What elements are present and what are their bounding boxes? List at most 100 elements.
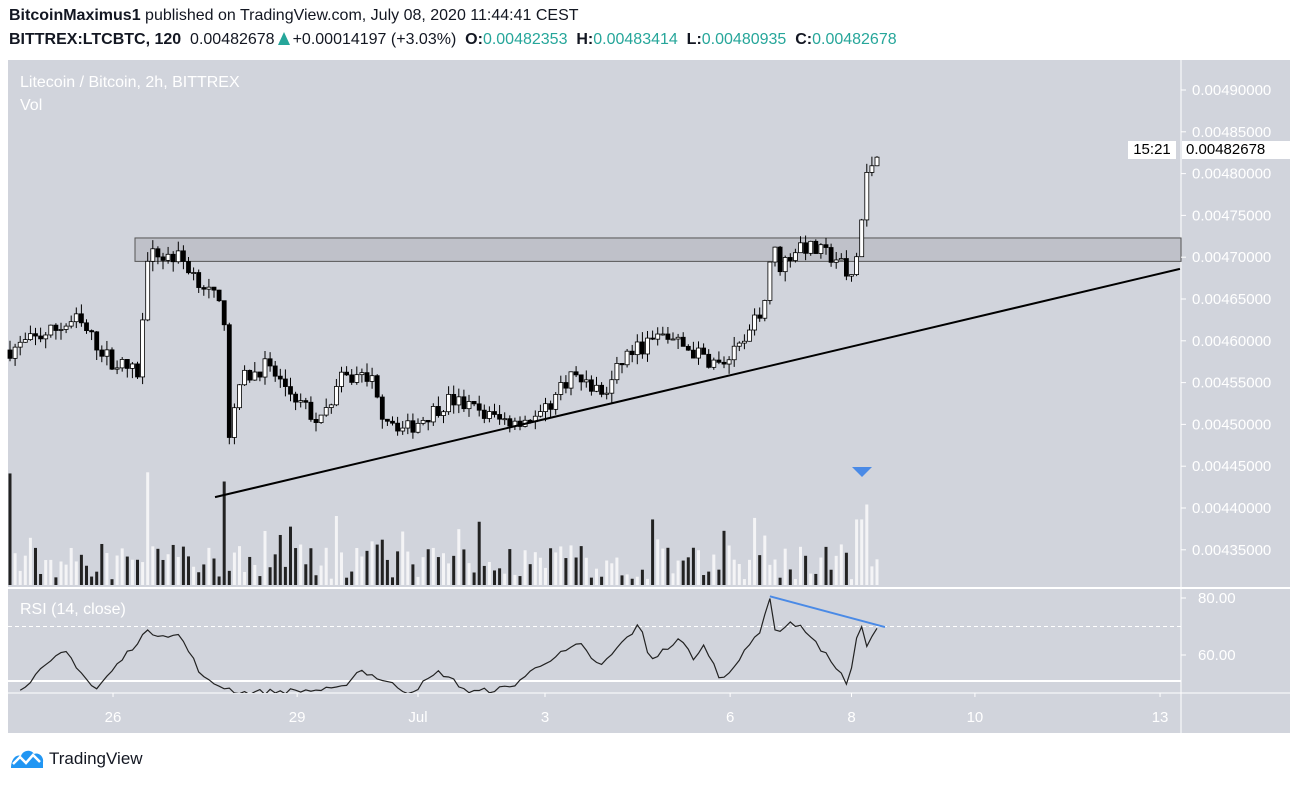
candle-up xyxy=(43,334,49,340)
brand-name: TradingView xyxy=(49,749,143,768)
volume-bar xyxy=(365,550,369,585)
volume-bar xyxy=(717,569,721,585)
candle-up xyxy=(441,411,446,416)
candle-down xyxy=(507,418,513,427)
candle-up xyxy=(726,359,732,365)
candle-down xyxy=(89,330,94,333)
rsi-legend: RSI (14, close) xyxy=(20,601,126,618)
candle-down xyxy=(344,371,350,376)
time-tick-label: 8 xyxy=(847,709,855,726)
candle-down xyxy=(201,287,207,290)
volume-bar xyxy=(141,562,145,585)
volume-bar xyxy=(707,571,711,585)
volume-bar xyxy=(737,564,741,585)
volume-bar xyxy=(360,556,364,585)
volume-bar xyxy=(238,546,241,585)
volume-bar xyxy=(217,576,221,585)
volume-bar xyxy=(79,554,83,585)
candle-down xyxy=(124,359,130,369)
candle-up xyxy=(874,156,880,167)
candle-up xyxy=(328,404,334,408)
candle-up xyxy=(798,242,803,254)
candle-up xyxy=(486,411,492,419)
volume-bar xyxy=(462,549,466,585)
price-tick-label: 0.00440000 xyxy=(1192,500,1271,517)
volume-bar xyxy=(498,568,502,585)
candle-up xyxy=(762,300,768,319)
volume-bar xyxy=(166,554,170,585)
volume-bar xyxy=(192,566,196,585)
volume-bar xyxy=(54,577,58,585)
candle-up xyxy=(27,333,33,340)
volume-bar xyxy=(314,575,318,585)
volume-bar xyxy=(523,550,527,585)
volume-bar xyxy=(839,544,843,585)
price-tick-label: 0.00445000 xyxy=(1192,458,1271,475)
volume-bar xyxy=(508,549,512,585)
time-tick-label: Jul xyxy=(408,709,427,726)
volume-bar xyxy=(283,566,287,585)
c-label: C: xyxy=(795,31,813,48)
candle-up xyxy=(48,324,54,336)
volume-bar xyxy=(686,557,690,585)
price-tick-label: 0.00460000 xyxy=(1192,333,1271,350)
candle-down xyxy=(160,256,166,261)
candle-up xyxy=(420,419,426,424)
candle-up xyxy=(849,274,854,277)
volume-bar xyxy=(691,547,695,585)
candle-down xyxy=(573,371,579,376)
volume-bar xyxy=(605,560,609,585)
candle-down xyxy=(497,414,503,420)
tradingview-logo[interactable]: TradingView xyxy=(9,748,143,770)
candle-down xyxy=(691,349,696,359)
candle-down xyxy=(293,393,299,403)
volume-bar xyxy=(549,548,553,585)
volume-bar xyxy=(533,552,537,585)
open-value: 0.00482353 xyxy=(482,31,568,48)
candle-up xyxy=(63,325,69,330)
candle-down xyxy=(186,261,191,274)
resistance-box xyxy=(134,237,1182,262)
volume-bar xyxy=(819,557,823,585)
candle-up xyxy=(568,371,574,389)
volume-bar xyxy=(110,579,114,585)
candle-up xyxy=(114,367,120,370)
volume-bar xyxy=(416,576,420,585)
candle-up xyxy=(339,371,344,387)
volume-bar xyxy=(656,539,660,585)
volume-bar xyxy=(294,548,298,585)
volume-bar xyxy=(809,573,813,585)
candle-down xyxy=(313,419,319,423)
volume-bar xyxy=(778,577,782,585)
candle-down xyxy=(701,347,706,355)
volume-bar xyxy=(64,564,68,585)
down-triangle-marker-icon xyxy=(852,467,872,477)
volume-bar xyxy=(538,557,542,585)
volume-bar xyxy=(227,570,231,585)
candle-down xyxy=(706,353,712,368)
volume-bar xyxy=(482,565,486,585)
candle-up xyxy=(711,359,717,368)
candle-down xyxy=(787,257,793,261)
candle-down xyxy=(374,375,380,398)
volume-legend: Vol xyxy=(20,97,43,114)
candle-down xyxy=(267,358,273,367)
candle-down xyxy=(277,375,283,380)
volume-bar xyxy=(370,541,374,585)
candles xyxy=(7,156,880,445)
volume-bar xyxy=(319,565,323,585)
volume-bar xyxy=(753,517,757,585)
volume-bar xyxy=(447,563,451,585)
rsi-line xyxy=(19,598,878,693)
bearish-divergence-line xyxy=(769,595,886,629)
volume-bar xyxy=(263,530,267,585)
candle-down xyxy=(170,253,176,263)
candle-up xyxy=(614,363,620,381)
volume-bar xyxy=(258,576,262,585)
candle-down xyxy=(84,322,89,332)
volume-bar xyxy=(589,577,593,585)
candle-up xyxy=(68,321,74,327)
candle-up xyxy=(747,329,752,342)
volume-bar xyxy=(855,519,859,585)
